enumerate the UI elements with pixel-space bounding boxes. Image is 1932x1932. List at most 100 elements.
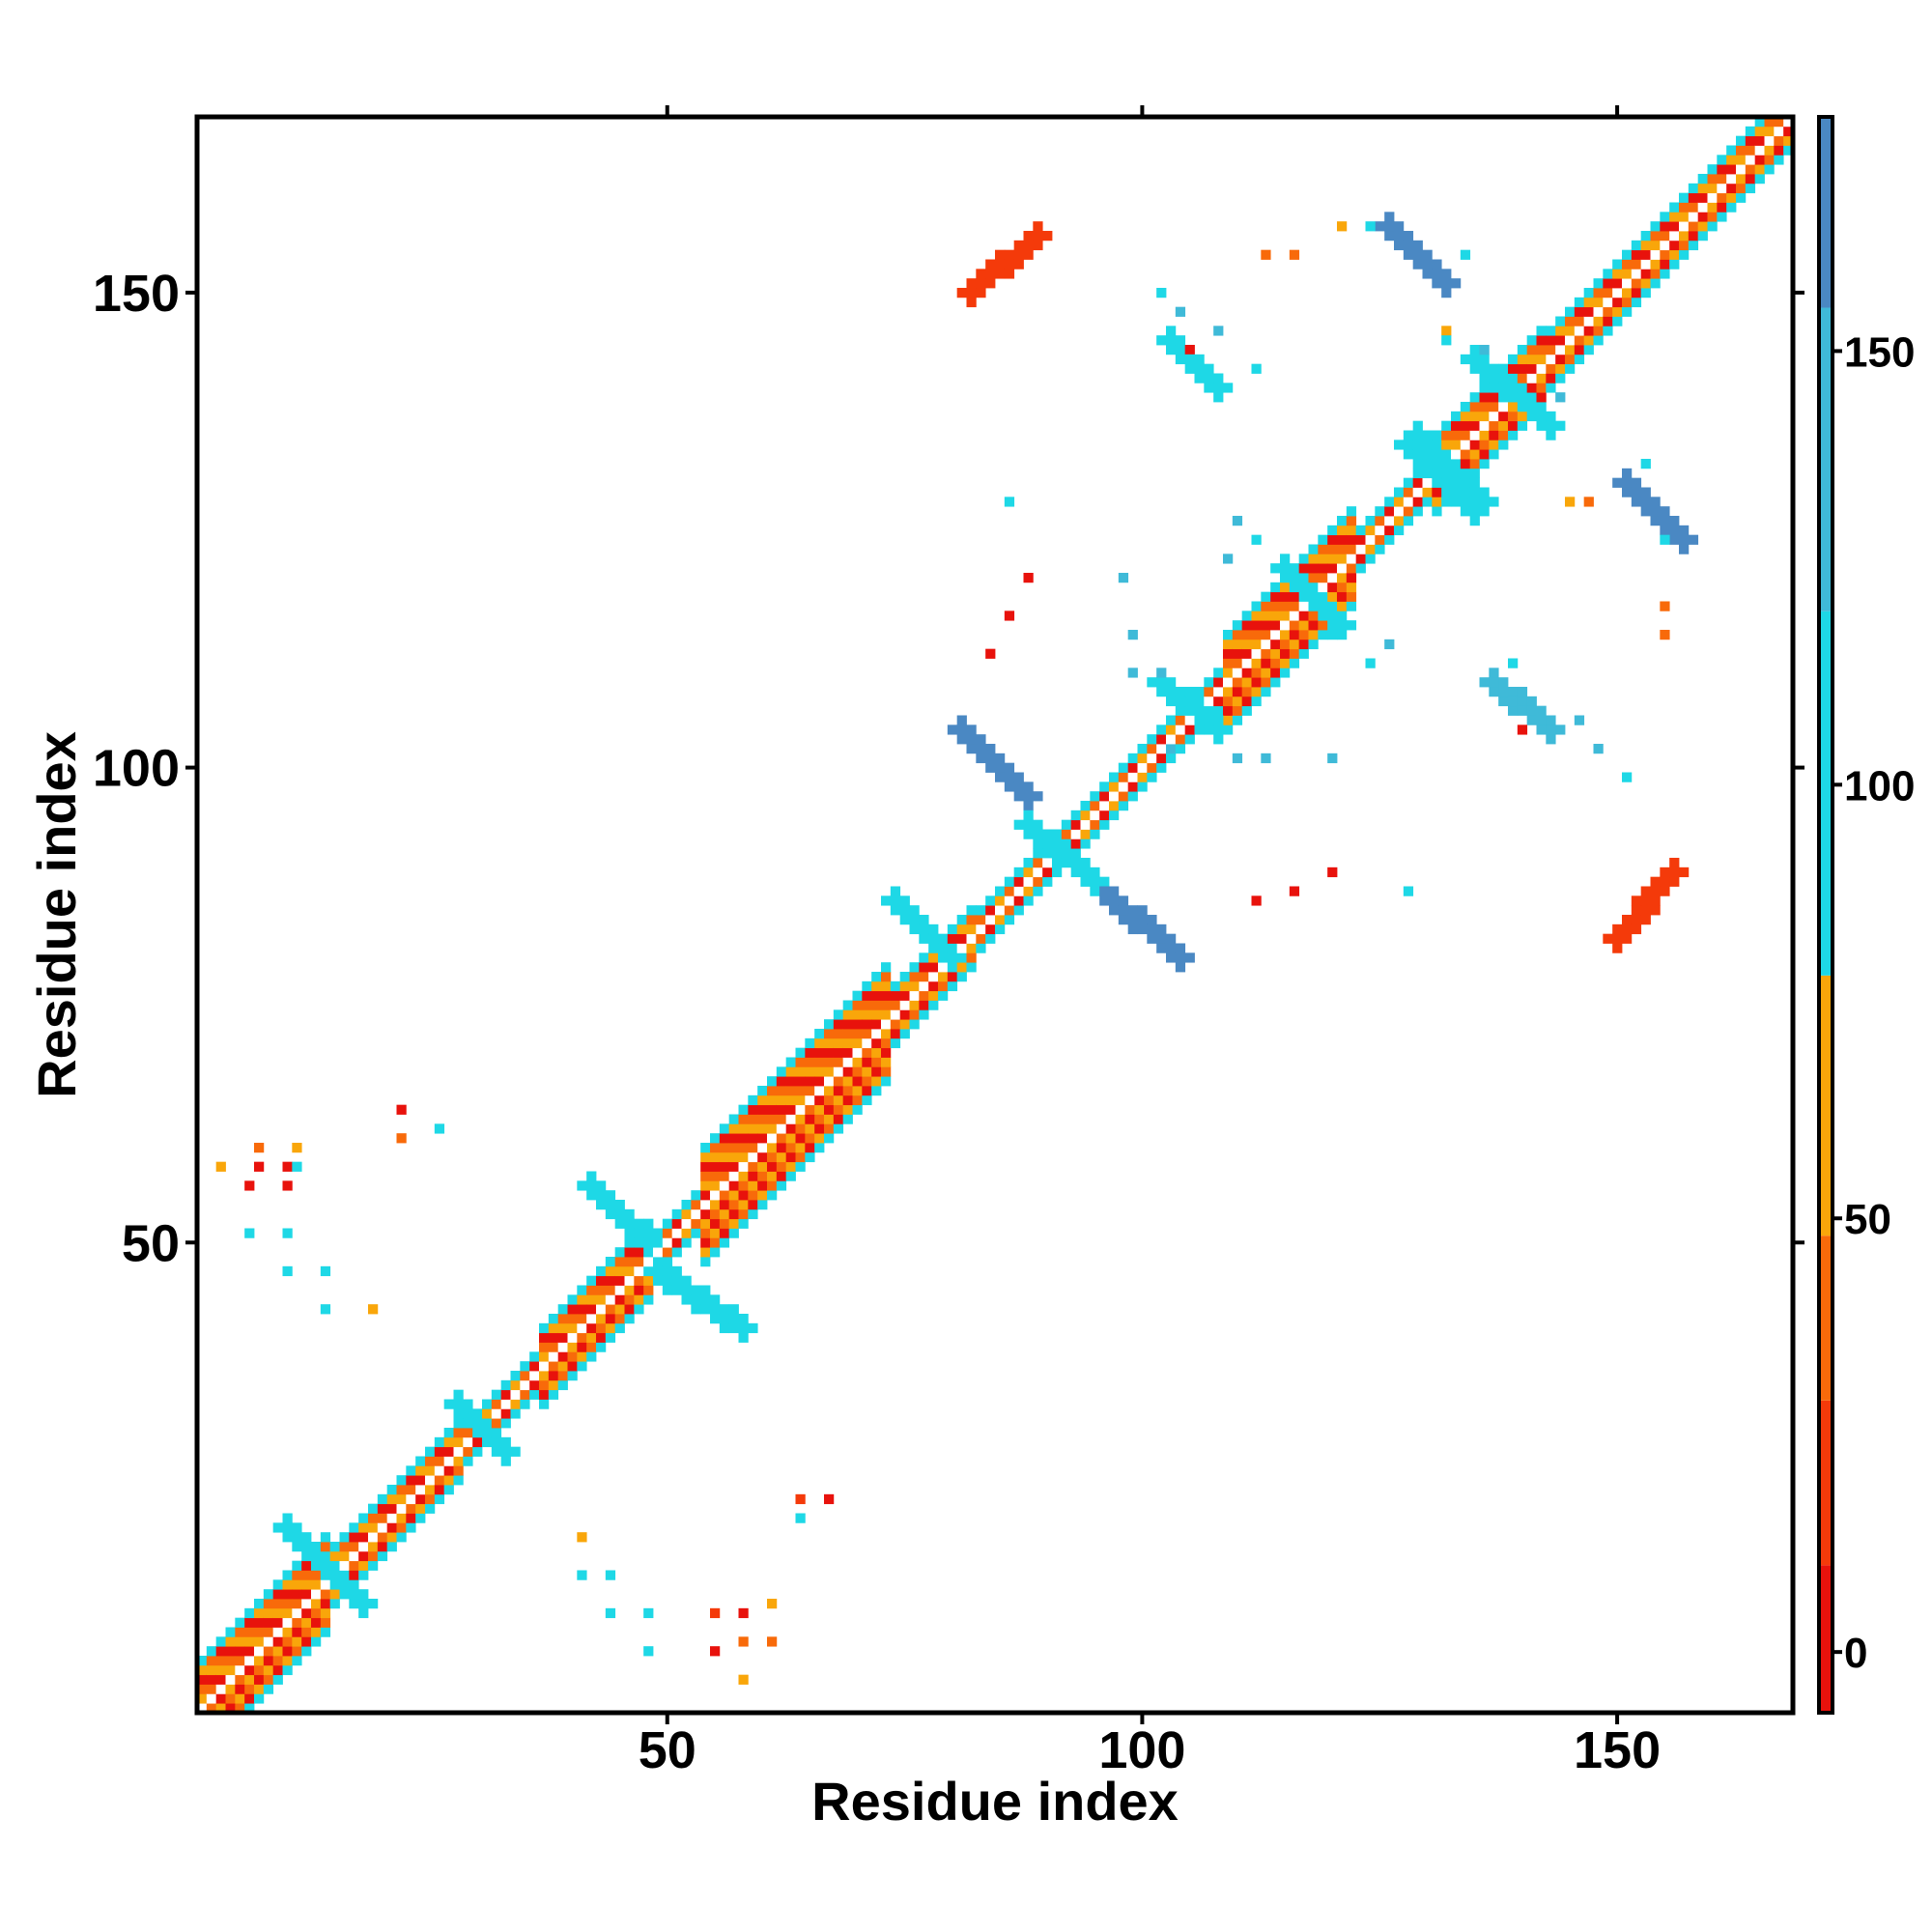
heatmap-cell bbox=[1460, 411, 1471, 422]
heatmap-cell bbox=[1052, 858, 1063, 868]
heatmap-cell bbox=[956, 288, 967, 298]
colorbar-tick-label: 100 bbox=[1844, 762, 1915, 810]
heatmap-cell bbox=[738, 1322, 749, 1334]
heatmap-cell bbox=[577, 1532, 587, 1543]
heatmap-cell bbox=[1508, 687, 1519, 697]
heatmap-cell bbox=[1403, 240, 1414, 251]
heatmap-cell bbox=[833, 1009, 844, 1020]
heatmap-cell bbox=[567, 1314, 578, 1324]
heatmap-cell bbox=[738, 1171, 749, 1181]
heatmap-cell bbox=[852, 1000, 863, 1010]
heatmap-cell bbox=[1213, 373, 1224, 384]
heatmap-cell bbox=[700, 1285, 711, 1295]
heatmap-cell bbox=[842, 1000, 853, 1010]
heatmap-cell bbox=[748, 1200, 758, 1210]
heatmap-cell bbox=[985, 269, 996, 279]
heatmap-cell bbox=[1223, 677, 1234, 688]
heatmap-cell bbox=[862, 1000, 872, 1010]
heatmap-cell bbox=[1308, 573, 1319, 583]
heatmap-cell bbox=[1004, 915, 1015, 925]
heatmap-cell bbox=[1489, 402, 1499, 412]
heatmap-cell bbox=[966, 297, 977, 308]
heatmap-cell bbox=[881, 1066, 892, 1077]
heatmap-cell bbox=[1270, 639, 1281, 650]
heatmap-cell bbox=[349, 1532, 359, 1543]
heatmap-cell bbox=[624, 1247, 635, 1258]
heatmap-cell bbox=[785, 1057, 796, 1067]
heatmap-cell bbox=[1565, 354, 1576, 365]
heatmap-cell bbox=[1697, 183, 1708, 194]
heatmap-cell bbox=[520, 1361, 530, 1372]
heatmap-cell bbox=[1441, 459, 1452, 469]
heatmap-cell bbox=[842, 1009, 853, 1020]
heatmap-cell bbox=[1052, 838, 1063, 849]
heatmap-cell bbox=[491, 1408, 502, 1419]
heatmap-cell bbox=[842, 1047, 853, 1058]
heatmap-cell bbox=[311, 1589, 322, 1600]
heatmap-cell bbox=[1099, 886, 1110, 896]
heatmap-cell bbox=[1612, 316, 1623, 327]
heatmap-cell bbox=[748, 1161, 758, 1172]
heatmap-cell bbox=[614, 1275, 625, 1286]
heatmap-cell bbox=[1327, 611, 1338, 621]
heatmap-cell bbox=[1241, 639, 1252, 650]
heatmap-cell bbox=[1289, 591, 1300, 602]
heatmap-cell bbox=[919, 933, 929, 944]
heatmap-cell bbox=[1232, 620, 1243, 631]
heatmap-cell bbox=[1080, 867, 1091, 878]
heatmap-cell bbox=[548, 1322, 559, 1334]
heatmap-cell bbox=[757, 1200, 768, 1210]
heatmap-cell bbox=[1508, 363, 1519, 374]
heatmap-cell bbox=[1080, 829, 1091, 839]
heatmap-cell bbox=[453, 1428, 464, 1438]
heatmap-cell bbox=[482, 1399, 493, 1409]
heatmap-cell bbox=[1669, 240, 1680, 251]
heatmap-cell bbox=[1508, 354, 1519, 365]
heatmap-cell bbox=[1013, 249, 1024, 260]
heatmap-cell bbox=[386, 1493, 397, 1505]
heatmap-cell bbox=[596, 1275, 607, 1286]
heatmap-cell bbox=[710, 1151, 721, 1163]
heatmap-cell bbox=[1574, 715, 1585, 725]
heatmap-cell bbox=[1764, 145, 1775, 156]
heatmap-cell bbox=[1052, 829, 1063, 839]
heatmap-cell bbox=[301, 1636, 312, 1647]
heatmap-cell bbox=[1232, 705, 1243, 716]
heatmap-cell bbox=[938, 972, 949, 982]
heatmap-cell bbox=[1517, 696, 1528, 707]
heatmap-cell bbox=[520, 1389, 530, 1400]
heatmap-cell bbox=[1603, 297, 1613, 308]
heatmap-cell bbox=[1232, 648, 1243, 659]
heatmap-cell bbox=[909, 962, 920, 973]
heatmap-cell bbox=[1764, 117, 1775, 128]
heatmap-cell bbox=[358, 1542, 369, 1552]
heatmap-cell bbox=[728, 1190, 739, 1201]
heatmap-cell bbox=[1631, 923, 1642, 935]
heatmap-cell bbox=[1070, 848, 1081, 859]
heatmap-cell bbox=[586, 1342, 597, 1352]
heatmap-cell bbox=[1318, 630, 1328, 640]
heatmap-cell bbox=[919, 990, 929, 1001]
heatmap-cell bbox=[881, 1009, 892, 1020]
heatmap-cell bbox=[1631, 259, 1642, 270]
heatmap-cell bbox=[1565, 345, 1576, 355]
heatmap-cell bbox=[871, 1057, 882, 1067]
heatmap-cell bbox=[1640, 278, 1651, 289]
heatmap-cell bbox=[1754, 126, 1765, 137]
heatmap-cell bbox=[254, 1693, 265, 1704]
heatmap-cell bbox=[415, 1456, 426, 1466]
heatmap-cell bbox=[776, 1161, 787, 1172]
heatmap-cell bbox=[453, 1436, 464, 1448]
heatmap-cell bbox=[1736, 155, 1747, 165]
heatmap-cell bbox=[1688, 221, 1699, 232]
heatmap-cell bbox=[557, 1361, 568, 1372]
heatmap-cell bbox=[842, 1086, 853, 1096]
heatmap-cell bbox=[1384, 212, 1395, 222]
heatmap-cell bbox=[282, 1664, 293, 1676]
heatmap-cell bbox=[614, 1265, 625, 1277]
heatmap-cell bbox=[244, 1664, 255, 1676]
heatmap-cell bbox=[681, 1285, 692, 1295]
y-tick-label: 100 bbox=[93, 740, 180, 798]
heatmap-cell bbox=[1023, 801, 1034, 811]
heatmap-cell bbox=[1346, 591, 1357, 602]
